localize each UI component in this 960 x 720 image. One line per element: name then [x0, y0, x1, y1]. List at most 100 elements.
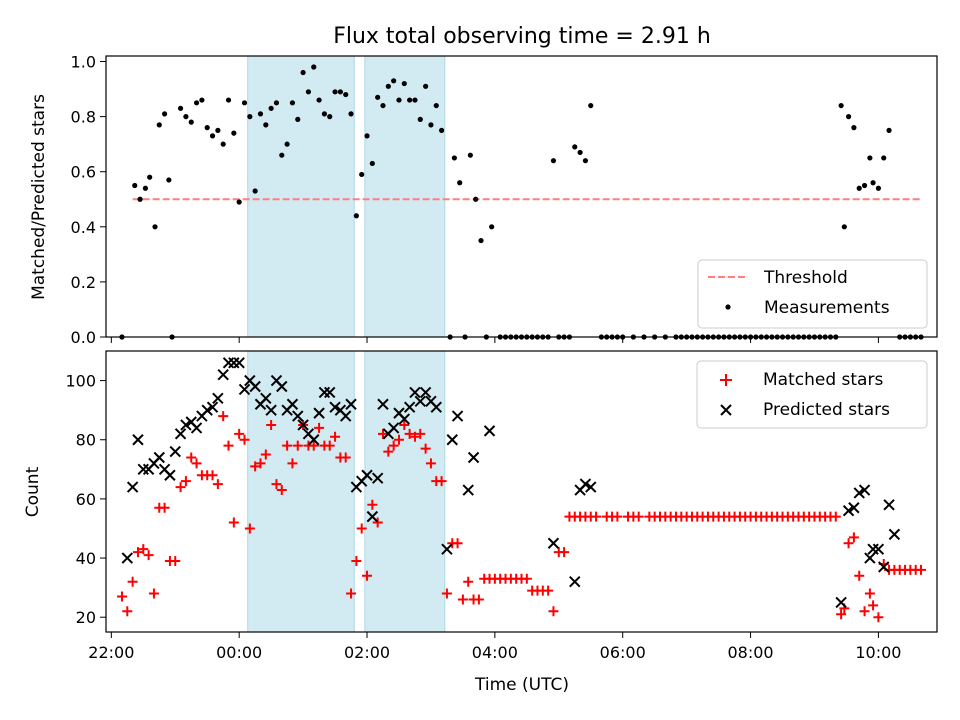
- measurement-point: [423, 83, 429, 89]
- matched-star-point: [633, 511, 644, 522]
- measurement-point: [295, 116, 301, 122]
- predicted-star-point: [377, 398, 389, 410]
- predicted-star-point: [547, 537, 560, 549]
- bottom-legend: Matched stars Predicted stars: [696, 360, 928, 429]
- predicted-star-point: [446, 434, 458, 446]
- predicted-star-point: [398, 413, 411, 425]
- matched-star-point: [244, 523, 255, 534]
- measurement-point: [870, 180, 876, 186]
- y-tick-label: 40: [76, 549, 96, 568]
- predicted-star-point: [430, 401, 442, 413]
- bottom-axes-frame: [105, 350, 938, 633]
- matched-star-point: [830, 511, 841, 522]
- predicted-star-point: [286, 398, 299, 410]
- measurement-point: [396, 97, 402, 103]
- y-tick-label: 0.6: [71, 163, 96, 182]
- legend-measurement-swatch: [725, 304, 731, 310]
- measurement-point: [867, 155, 873, 161]
- measurement-point: [279, 152, 285, 158]
- matched-star-point: [463, 576, 474, 587]
- matched-star-point: [287, 458, 298, 469]
- measurement-point: [273, 100, 280, 106]
- matched-star-point: [848, 532, 859, 543]
- bottom-y-axis-label: Count: [23, 466, 43, 517]
- matched-star-point: [340, 452, 351, 463]
- measurement-point: [473, 196, 479, 202]
- predicted-star-point: [853, 487, 865, 499]
- predicted-star-point: [462, 484, 474, 496]
- matched-star-point: [351, 556, 362, 567]
- measurement-point: [321, 111, 328, 117]
- measurement-point: [199, 97, 205, 103]
- matched-star-point: [276, 485, 287, 496]
- legend-threshold-label: Threshold: [763, 268, 848, 288]
- matched-star-point: [186, 452, 197, 463]
- predicted-star-point: [228, 357, 240, 369]
- matched-star-point: [543, 585, 554, 596]
- legend-predicted-swatch: [720, 404, 732, 416]
- y-tick-label: 20: [76, 608, 96, 627]
- measurement-point: [252, 188, 258, 194]
- predicted-star-point: [217, 368, 229, 381]
- matched-star-point: [250, 461, 261, 472]
- matched-star-point: [409, 431, 420, 442]
- predicted-star-point: [858, 484, 871, 496]
- matched-star-point: [132, 547, 143, 558]
- predicted-star-point: [313, 407, 325, 419]
- matched-star-point: [143, 550, 154, 561]
- measurement-point: [183, 114, 189, 120]
- matched-star-point: [868, 600, 879, 611]
- predicted-star-point: [878, 561, 890, 573]
- predicted-star-point: [329, 401, 341, 413]
- predicted-star-point: [842, 505, 855, 517]
- legend-predicted-label: Predicted stars: [763, 400, 890, 420]
- measurement-point: [582, 158, 589, 164]
- predicted-star-point: [137, 463, 149, 476]
- highlight-interval-2: [364, 55, 446, 338]
- measurement-point: [353, 213, 359, 219]
- matched-star-point: [212, 479, 223, 490]
- top-y-ticks: 0.0 0.2 0.4 0.6 0.8 1.0: [71, 53, 106, 347]
- measurement-point: [156, 122, 162, 128]
- matched-star-point: [260, 449, 271, 460]
- measurement-point: [142, 185, 149, 191]
- matched-star-point: [175, 482, 186, 493]
- matched-star-point: [330, 431, 341, 442]
- predicted-star-point: [419, 386, 432, 399]
- predicted-star-point: [409, 386, 421, 399]
- measurement-point: [268, 105, 274, 111]
- predicted-star-point: [569, 576, 581, 588]
- x-tick-label: 04:00: [472, 643, 518, 662]
- predicted-star-point: [585, 481, 597, 493]
- predicted-star-point: [132, 434, 144, 446]
- y-tick-label: 0.0: [71, 328, 96, 347]
- measurement-point: [343, 91, 349, 98]
- predicted-star-point: [340, 410, 352, 422]
- predicted-star-point: [387, 422, 400, 434]
- predicted-star-point: [371, 472, 384, 484]
- measurement-point: [478, 237, 484, 244]
- matched-star-point: [282, 440, 293, 451]
- matched-star-point: [362, 570, 373, 581]
- measurement-point: [348, 111, 354, 117]
- matched-star-point: [441, 588, 452, 599]
- measurement-point: [851, 125, 857, 131]
- measurement-point: [364, 133, 370, 139]
- measurement-point: [305, 89, 312, 95]
- matched-star-point: [548, 606, 559, 617]
- top-x-ticks: [110, 337, 879, 343]
- highlight-interval-2: [364, 350, 446, 633]
- matched-star-point: [425, 458, 436, 469]
- predicted-star-point: [324, 386, 336, 399]
- measurement-point: [161, 111, 168, 117]
- matched-star-point: [388, 440, 399, 451]
- measurement-point: [311, 64, 317, 70]
- measurement-point: [572, 144, 578, 150]
- top-legend-box: [697, 259, 928, 329]
- matched-star-point: [314, 422, 325, 433]
- measurement-point: [137, 196, 143, 202]
- predicted-star-point: [174, 428, 187, 440]
- measurement-point: [369, 160, 375, 167]
- measurement-point: [845, 114, 852, 120]
- measurement-point: [588, 102, 594, 109]
